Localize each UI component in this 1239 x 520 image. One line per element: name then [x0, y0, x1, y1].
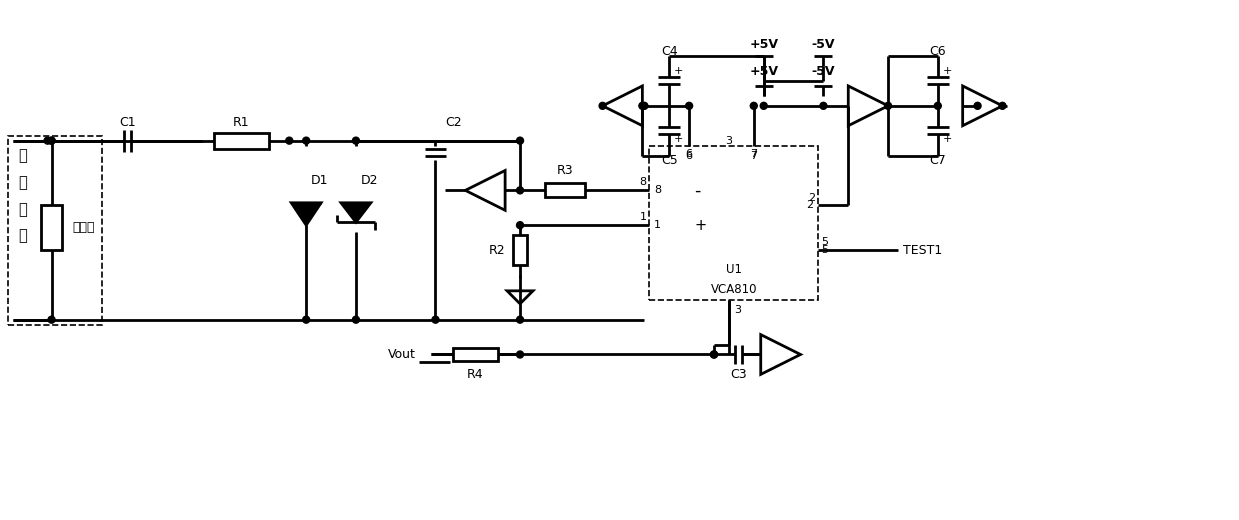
Text: 2: 2: [807, 200, 814, 210]
Circle shape: [761, 102, 767, 109]
Circle shape: [286, 137, 292, 144]
Text: 5: 5: [821, 245, 829, 255]
Text: 意: 意: [19, 175, 27, 190]
Text: +5V: +5V: [750, 38, 778, 51]
Polygon shape: [291, 203, 321, 225]
Text: R1: R1: [233, 116, 250, 129]
Text: 1: 1: [639, 212, 647, 222]
Text: TEST1: TEST1: [903, 243, 942, 256]
Text: 3: 3: [725, 136, 732, 146]
Bar: [545, 184, 585, 197]
Text: 形: 形: [19, 229, 27, 244]
Bar: [7, 136, 103, 324]
Bar: [513, 235, 528, 265]
Text: C2: C2: [446, 116, 462, 129]
Text: 波: 波: [19, 202, 27, 217]
Text: +: +: [674, 66, 684, 76]
Circle shape: [45, 137, 51, 144]
Circle shape: [48, 316, 55, 323]
Text: 8: 8: [654, 185, 662, 196]
Text: C7: C7: [929, 154, 947, 167]
Circle shape: [48, 137, 55, 144]
Text: R4: R4: [467, 368, 483, 381]
Text: 6: 6: [685, 149, 693, 159]
Circle shape: [517, 316, 524, 323]
Text: +: +: [943, 66, 952, 76]
Text: R3: R3: [556, 164, 574, 177]
Text: +: +: [674, 134, 684, 144]
Circle shape: [600, 102, 606, 109]
Text: C5: C5: [660, 154, 678, 167]
Circle shape: [639, 102, 646, 109]
Text: 2: 2: [808, 193, 815, 203]
Circle shape: [751, 102, 757, 109]
Circle shape: [302, 137, 310, 144]
Text: 7: 7: [751, 149, 757, 159]
Text: C3: C3: [731, 368, 747, 381]
Text: C1: C1: [119, 116, 135, 129]
Text: C4: C4: [660, 45, 678, 58]
Circle shape: [48, 137, 55, 144]
Text: 6: 6: [685, 151, 693, 161]
Text: U1: U1: [726, 264, 742, 277]
Text: 8: 8: [639, 177, 647, 187]
Text: +: +: [694, 218, 706, 232]
Circle shape: [302, 316, 310, 323]
Circle shape: [517, 351, 524, 358]
Circle shape: [999, 102, 1006, 109]
Circle shape: [352, 316, 359, 323]
Text: -: -: [694, 181, 700, 199]
Circle shape: [517, 137, 524, 144]
Text: D2: D2: [361, 174, 378, 187]
Text: 任: 任: [19, 148, 27, 163]
Bar: [453, 347, 498, 361]
Text: D1: D1: [311, 174, 328, 187]
Circle shape: [352, 137, 359, 144]
Text: 1: 1: [654, 220, 662, 230]
Text: VCA810: VCA810: [711, 283, 757, 296]
Text: +: +: [943, 134, 952, 144]
Circle shape: [685, 102, 693, 109]
Text: +5V: +5V: [750, 65, 778, 78]
Circle shape: [974, 102, 981, 109]
Polygon shape: [341, 203, 370, 222]
Bar: [649, 146, 819, 300]
Circle shape: [885, 102, 892, 109]
Text: 3: 3: [733, 305, 741, 315]
Text: R2: R2: [488, 243, 506, 256]
Text: 7: 7: [751, 151, 757, 161]
Circle shape: [710, 351, 717, 358]
Text: -5V: -5V: [812, 38, 835, 51]
Circle shape: [934, 102, 942, 109]
Circle shape: [517, 187, 524, 194]
Circle shape: [820, 102, 826, 109]
Text: 5: 5: [821, 237, 829, 247]
Text: -5V: -5V: [812, 65, 835, 78]
Bar: [41, 205, 62, 250]
Circle shape: [517, 222, 524, 229]
Circle shape: [641, 102, 648, 109]
Circle shape: [432, 316, 439, 323]
Text: Vout: Vout: [388, 348, 415, 361]
Circle shape: [710, 351, 717, 358]
Text: 换能器: 换能器: [72, 220, 95, 233]
Text: C6: C6: [929, 45, 947, 58]
Bar: [214, 133, 269, 149]
